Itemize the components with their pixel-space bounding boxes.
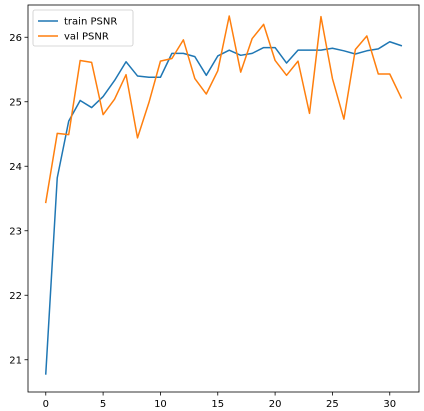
x-tick-label: 20 xyxy=(269,399,282,410)
series-line-val-psnr xyxy=(44,15,403,204)
legend-label: train PSNR xyxy=(64,17,117,28)
axes-layer: 0 5 10 15 20 25 30 21 22 23 24 25 26 xyxy=(9,4,420,410)
legend-box xyxy=(32,9,134,47)
x-tick-label: 0 xyxy=(43,399,49,410)
axes-frame xyxy=(27,4,420,393)
y-tick-label: 26 xyxy=(9,33,22,44)
x-tick-label: 10 xyxy=(154,399,167,410)
x-tick-label: 25 xyxy=(326,399,339,410)
y-tick-label: 25 xyxy=(9,97,22,108)
series-line-train-psnr xyxy=(44,41,403,375)
legend-label: val PSNR xyxy=(64,32,109,43)
y-tick-label: 22 xyxy=(9,291,22,302)
legend: train PSNR val PSNR xyxy=(32,9,134,47)
series-layer xyxy=(44,15,403,375)
y-tick-label: 21 xyxy=(9,355,22,366)
y-tick-label: 23 xyxy=(9,226,22,237)
y-tick-label: 24 xyxy=(9,162,22,173)
plot-area xyxy=(28,5,419,392)
x-tick-label: 30 xyxy=(383,399,396,410)
plot-background xyxy=(28,5,419,392)
x-tick-label: 5 xyxy=(100,399,106,410)
x-tick-label: 15 xyxy=(211,399,224,410)
